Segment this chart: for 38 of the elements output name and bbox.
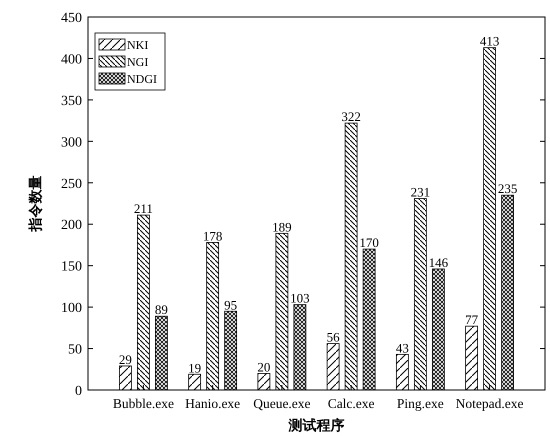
data-label: 77 <box>465 312 479 328</box>
y-tick-label: 350 <box>61 94 82 109</box>
data-label: 29 <box>118 352 132 367</box>
legend-label: NDGI <box>127 72 157 86</box>
data-label: 235 <box>498 181 518 196</box>
y-tick-label: 250 <box>61 176 82 192</box>
data-label: 178 <box>202 228 222 244</box>
data-label: 231 <box>410 184 430 200</box>
y-tick-label: 400 <box>61 52 82 68</box>
x-tick-label: Bubble.exe <box>112 396 174 411</box>
data-label: 95 <box>224 297 238 312</box>
x-axis-title: 测试程序 <box>288 417 344 434</box>
y-tick-label: 200 <box>61 218 82 234</box>
x-tick-label: Ping.exe <box>396 396 444 411</box>
data-label: 189 <box>272 219 292 234</box>
data-label: 211 <box>134 201 153 216</box>
data-label: 322 <box>341 109 361 124</box>
y-tick-label: 300 <box>61 135 82 150</box>
y-tick-label: 100 <box>61 301 82 316</box>
y-tick-label: 450 <box>61 11 82 26</box>
legend-label: NKI <box>127 38 148 52</box>
x-tick-label: Calc.exe <box>328 396 375 411</box>
x-tick-label: Queue.exe <box>253 396 311 411</box>
data-label: 56 <box>326 330 340 345</box>
y-tick-label: 50 <box>68 342 82 358</box>
legend-label: NGI <box>127 55 148 69</box>
data-label: 103 <box>290 290 310 306</box>
data-label: 20 <box>257 359 270 374</box>
data-label: 413 <box>480 34 500 49</box>
x-tick-label: Hanio.exe <box>185 396 240 411</box>
y-axis-title: 指令数量 <box>28 176 44 232</box>
x-tick-label: Notepad.exe <box>456 396 524 411</box>
data-label: 146 <box>428 254 449 270</box>
data-label: 43 <box>396 340 409 356</box>
y-tick-label: 150 <box>61 260 82 275</box>
data-label: 170 <box>359 235 379 250</box>
y-tick-label: 0 <box>75 384 82 399</box>
data-label: 19 <box>188 360 202 376</box>
